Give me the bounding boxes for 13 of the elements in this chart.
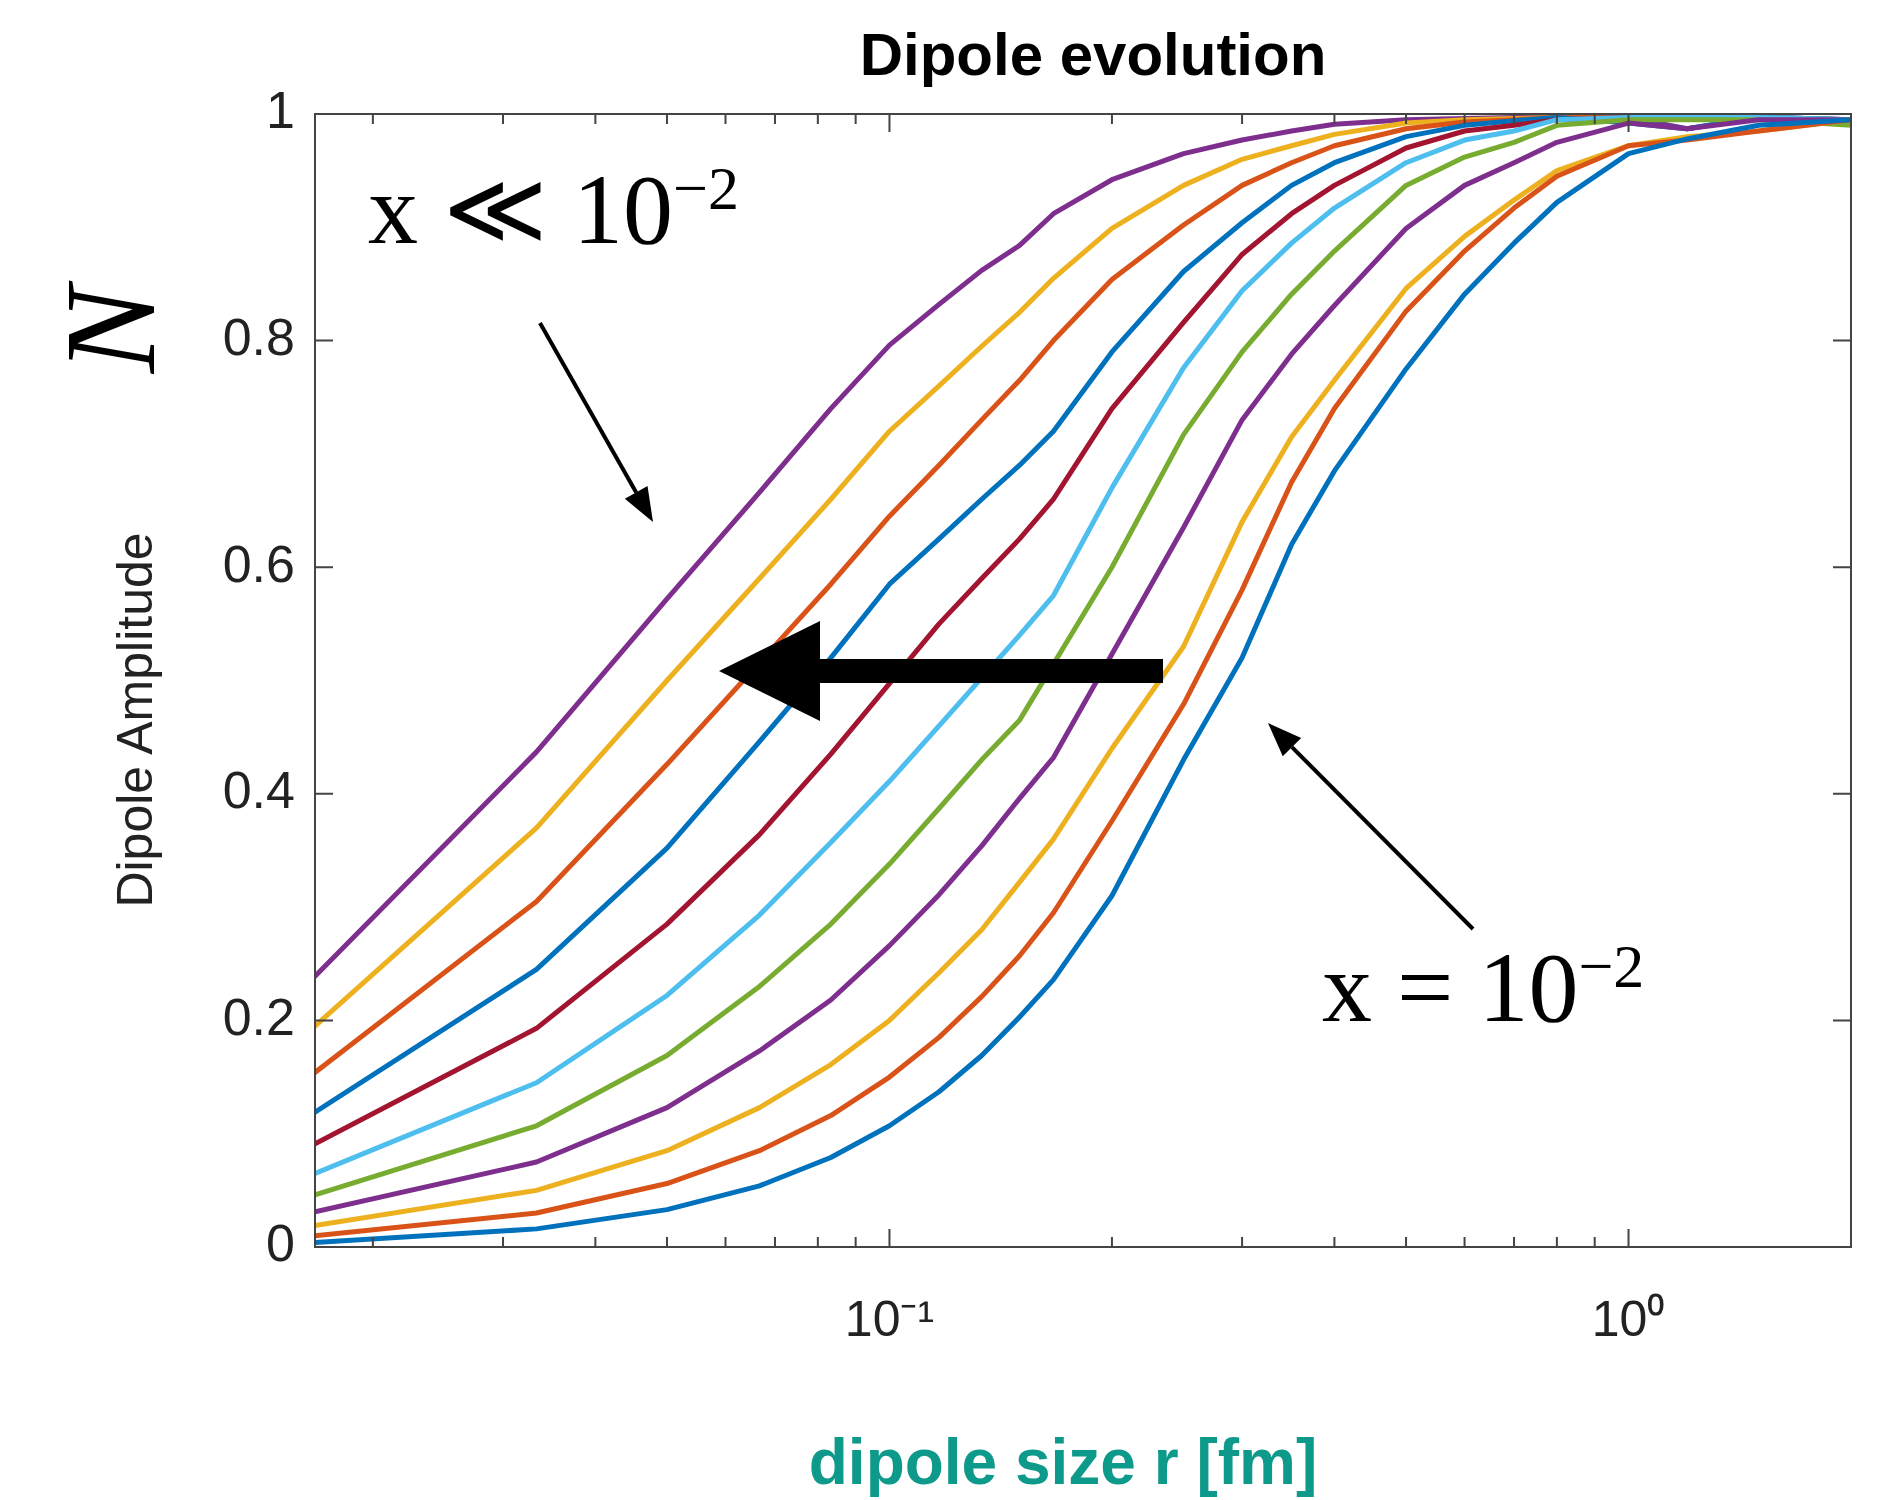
- x-tick-label: 10⁻¹: [844, 1290, 935, 1347]
- annotation: x = 10$^{−2}$: [1322, 930, 1645, 1045]
- annotation: x ≪ 10$^{−2}$: [368, 152, 739, 267]
- x-tick-label: 10⁰: [1591, 1290, 1666, 1347]
- y-tick-label: 1: [266, 81, 295, 140]
- y-axis-title: Dipole Amplitude: [106, 532, 164, 908]
- chart-title: Dipole evolution: [859, 21, 1327, 88]
- x-axis-title: dipole size r [fm]: [807, 1425, 1319, 1499]
- y-tick-label: 0.4: [222, 761, 295, 820]
- y-tick-label: 0.6: [222, 534, 295, 593]
- y-tick-label: 0: [266, 1214, 295, 1273]
- y-tick-label: 0.8: [222, 307, 295, 366]
- y-tick-label: 0.2: [222, 987, 295, 1046]
